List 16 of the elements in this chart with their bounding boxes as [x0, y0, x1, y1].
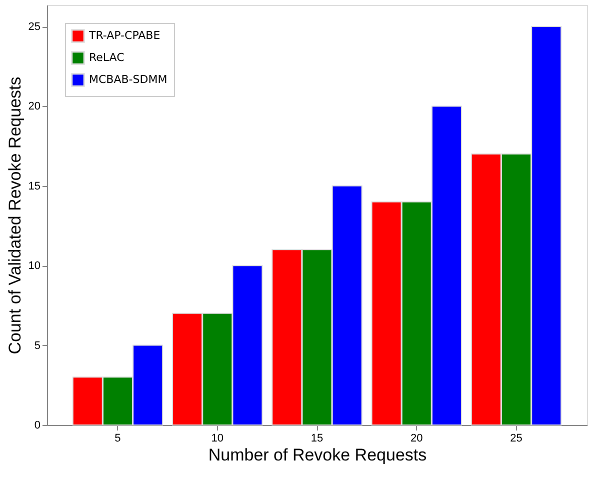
- y-tick-label: 20: [28, 100, 40, 113]
- y-axis-title: Count of Validated Revoke Requests: [5, 76, 24, 354]
- x-axis-title: Number of Revoke Requests: [208, 446, 427, 464]
- legend-label: MCBAB-SDMM: [89, 73, 168, 86]
- x-tick-label: 25: [510, 432, 522, 444]
- y-tick-label: 0: [34, 420, 40, 432]
- x-tick-label: 15: [310, 432, 324, 444]
- x-tick-label: 20: [410, 432, 423, 444]
- y-tick-label: 5: [34, 340, 40, 352]
- legend-label: ReLAC: [89, 51, 125, 64]
- y-tick-label: 10: [28, 260, 40, 272]
- x-tick-label: 10: [211, 432, 224, 444]
- legend-label: TR-AP-CPABE: [88, 29, 160, 42]
- y-tick-label: 15: [28, 180, 40, 192]
- y-tick-label: 25: [28, 21, 40, 34]
- x-tick-label: 5: [114, 432, 121, 444]
